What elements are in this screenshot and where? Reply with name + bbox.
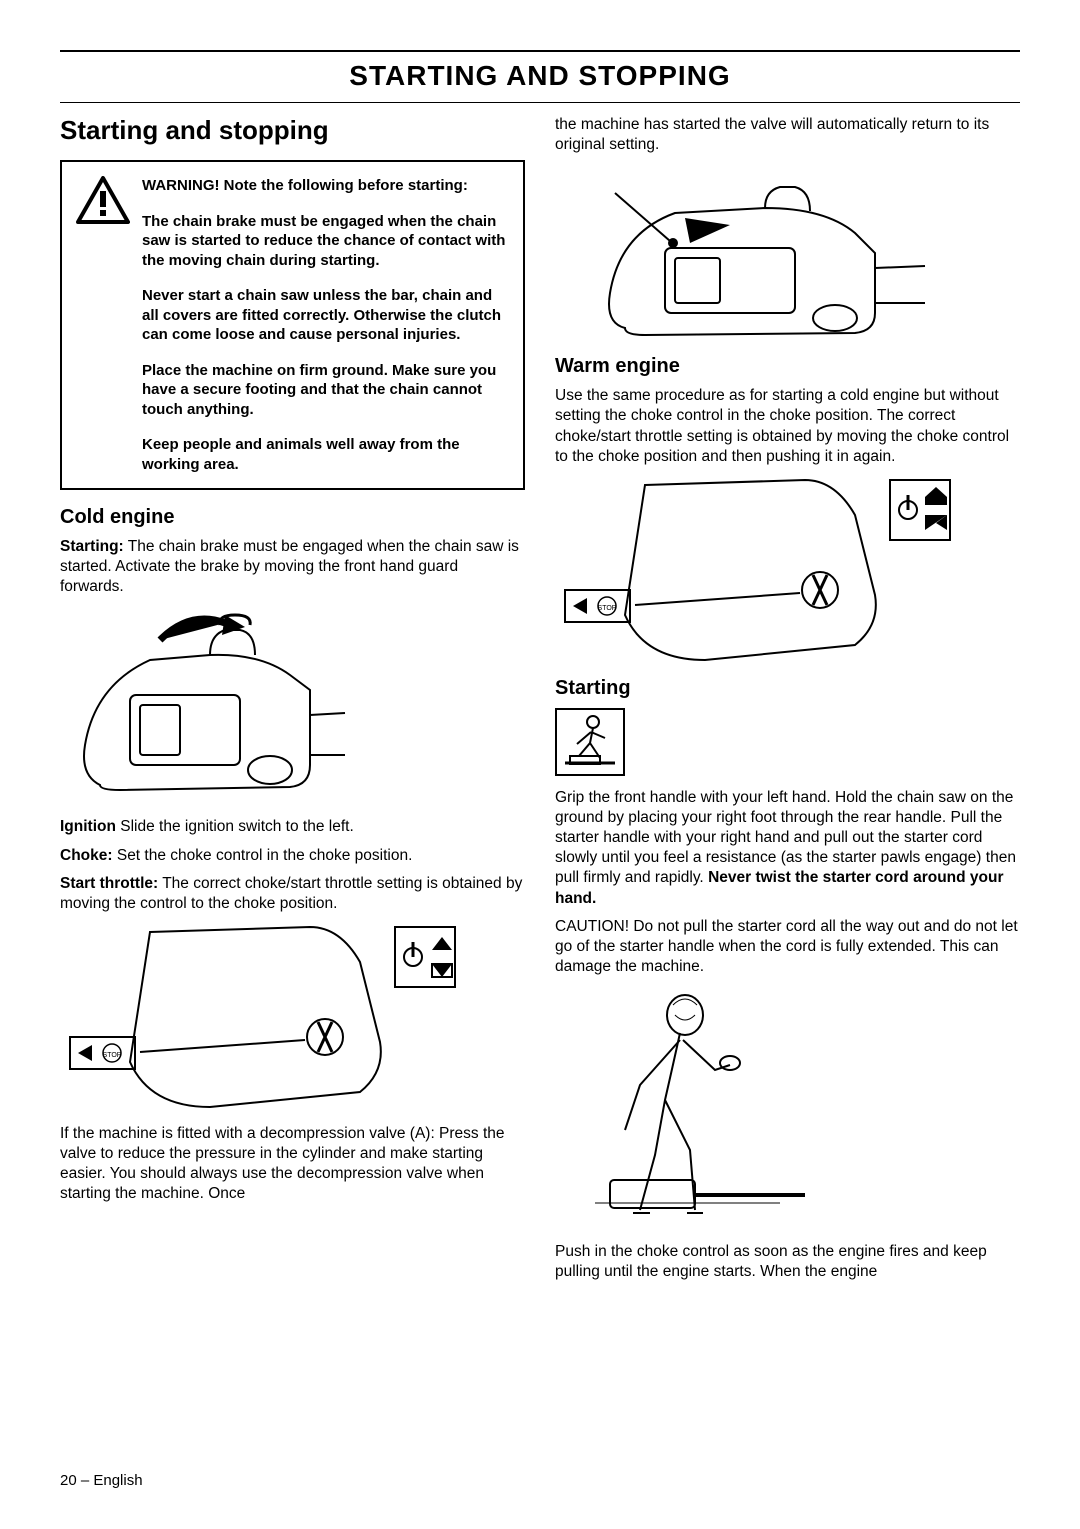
starting-caution: CAUTION! Do not pull the starter cord al…: [555, 917, 1020, 977]
title-rule: [60, 102, 1020, 103]
left-column: Starting and stopping WARNING! Note the …: [60, 115, 525, 1290]
right-column: the machine has started the valve will a…: [555, 115, 1020, 1290]
warning-p1: The chain brake must be engaged when the…: [142, 212, 509, 271]
cold-starting-text: The chain brake must be engaged when the…: [60, 538, 519, 595]
starting-p2: Push in the choke control as soon as the…: [555, 1242, 1020, 1282]
svg-text:STOP: STOP: [598, 605, 617, 612]
page-title: STARTING AND STOPPING: [60, 52, 1020, 102]
warm-engine-heading: Warm engine: [555, 355, 1020, 378]
cold-choke-label: Choke:: [60, 847, 113, 864]
chainsaw-valve-illustration: [555, 163, 935, 343]
cold-start-throttle-label: Start throttle:: [60, 875, 158, 892]
warning-text: WARNING! Note the following before start…: [142, 176, 509, 474]
warning-p3: Place the machine on firm ground. Make s…: [142, 361, 509, 420]
person-starting-illustration: [555, 985, 815, 1230]
warning-triangle-icon: [76, 176, 130, 224]
warning-p4: Keep people and animals well away from t…: [142, 435, 509, 474]
cold-ignition-para: Ignition Slide the ignition switch to th…: [60, 817, 525, 837]
starting-posture-icon: [555, 708, 625, 776]
cold-ignition-text: Slide the ignition switch to the left.: [116, 818, 354, 835]
right-continuation: the machine has started the valve will a…: [555, 115, 1020, 155]
warning-box: WARNING! Note the following before start…: [60, 160, 525, 490]
starting-heading: Starting: [555, 677, 1020, 700]
content-columns: Starting and stopping WARNING! Note the …: [60, 115, 1020, 1290]
switch-panel-illustration-1: STOP: [60, 922, 460, 1112]
cold-choke-text: Set the choke control in the choke posit…: [113, 847, 413, 864]
cold-starting-label: Starting:: [60, 538, 124, 555]
chainsaw-brake-illustration: [60, 605, 350, 805]
cold-decomp-text: If the machine is fitted with a decompre…: [60, 1124, 525, 1205]
cold-start-throttle-para: Start throttle: The correct choke/start …: [60, 874, 525, 914]
cold-choke-para: Choke: Set the choke control in the chok…: [60, 846, 525, 866]
warning-intro: WARNING! Note the following before start…: [142, 176, 509, 196]
page-footer: 20 – English: [60, 1472, 143, 1489]
cold-starting-para: Starting: The chain brake must be engage…: [60, 537, 525, 597]
cold-ignition-label: Ignition: [60, 818, 116, 835]
switch-panel-illustration-2: STOP: [555, 475, 955, 665]
starting-p1: Grip the front handle with your left han…: [555, 788, 1020, 909]
warning-p2: Never start a chain saw unless the bar, …: [142, 286, 509, 345]
svg-text:STOP: STOP: [103, 1052, 122, 1059]
warm-engine-text: Use the same procedure as for starting a…: [555, 386, 1020, 467]
cold-engine-heading: Cold engine: [60, 506, 525, 529]
section-heading: Starting and stopping: [60, 115, 525, 146]
